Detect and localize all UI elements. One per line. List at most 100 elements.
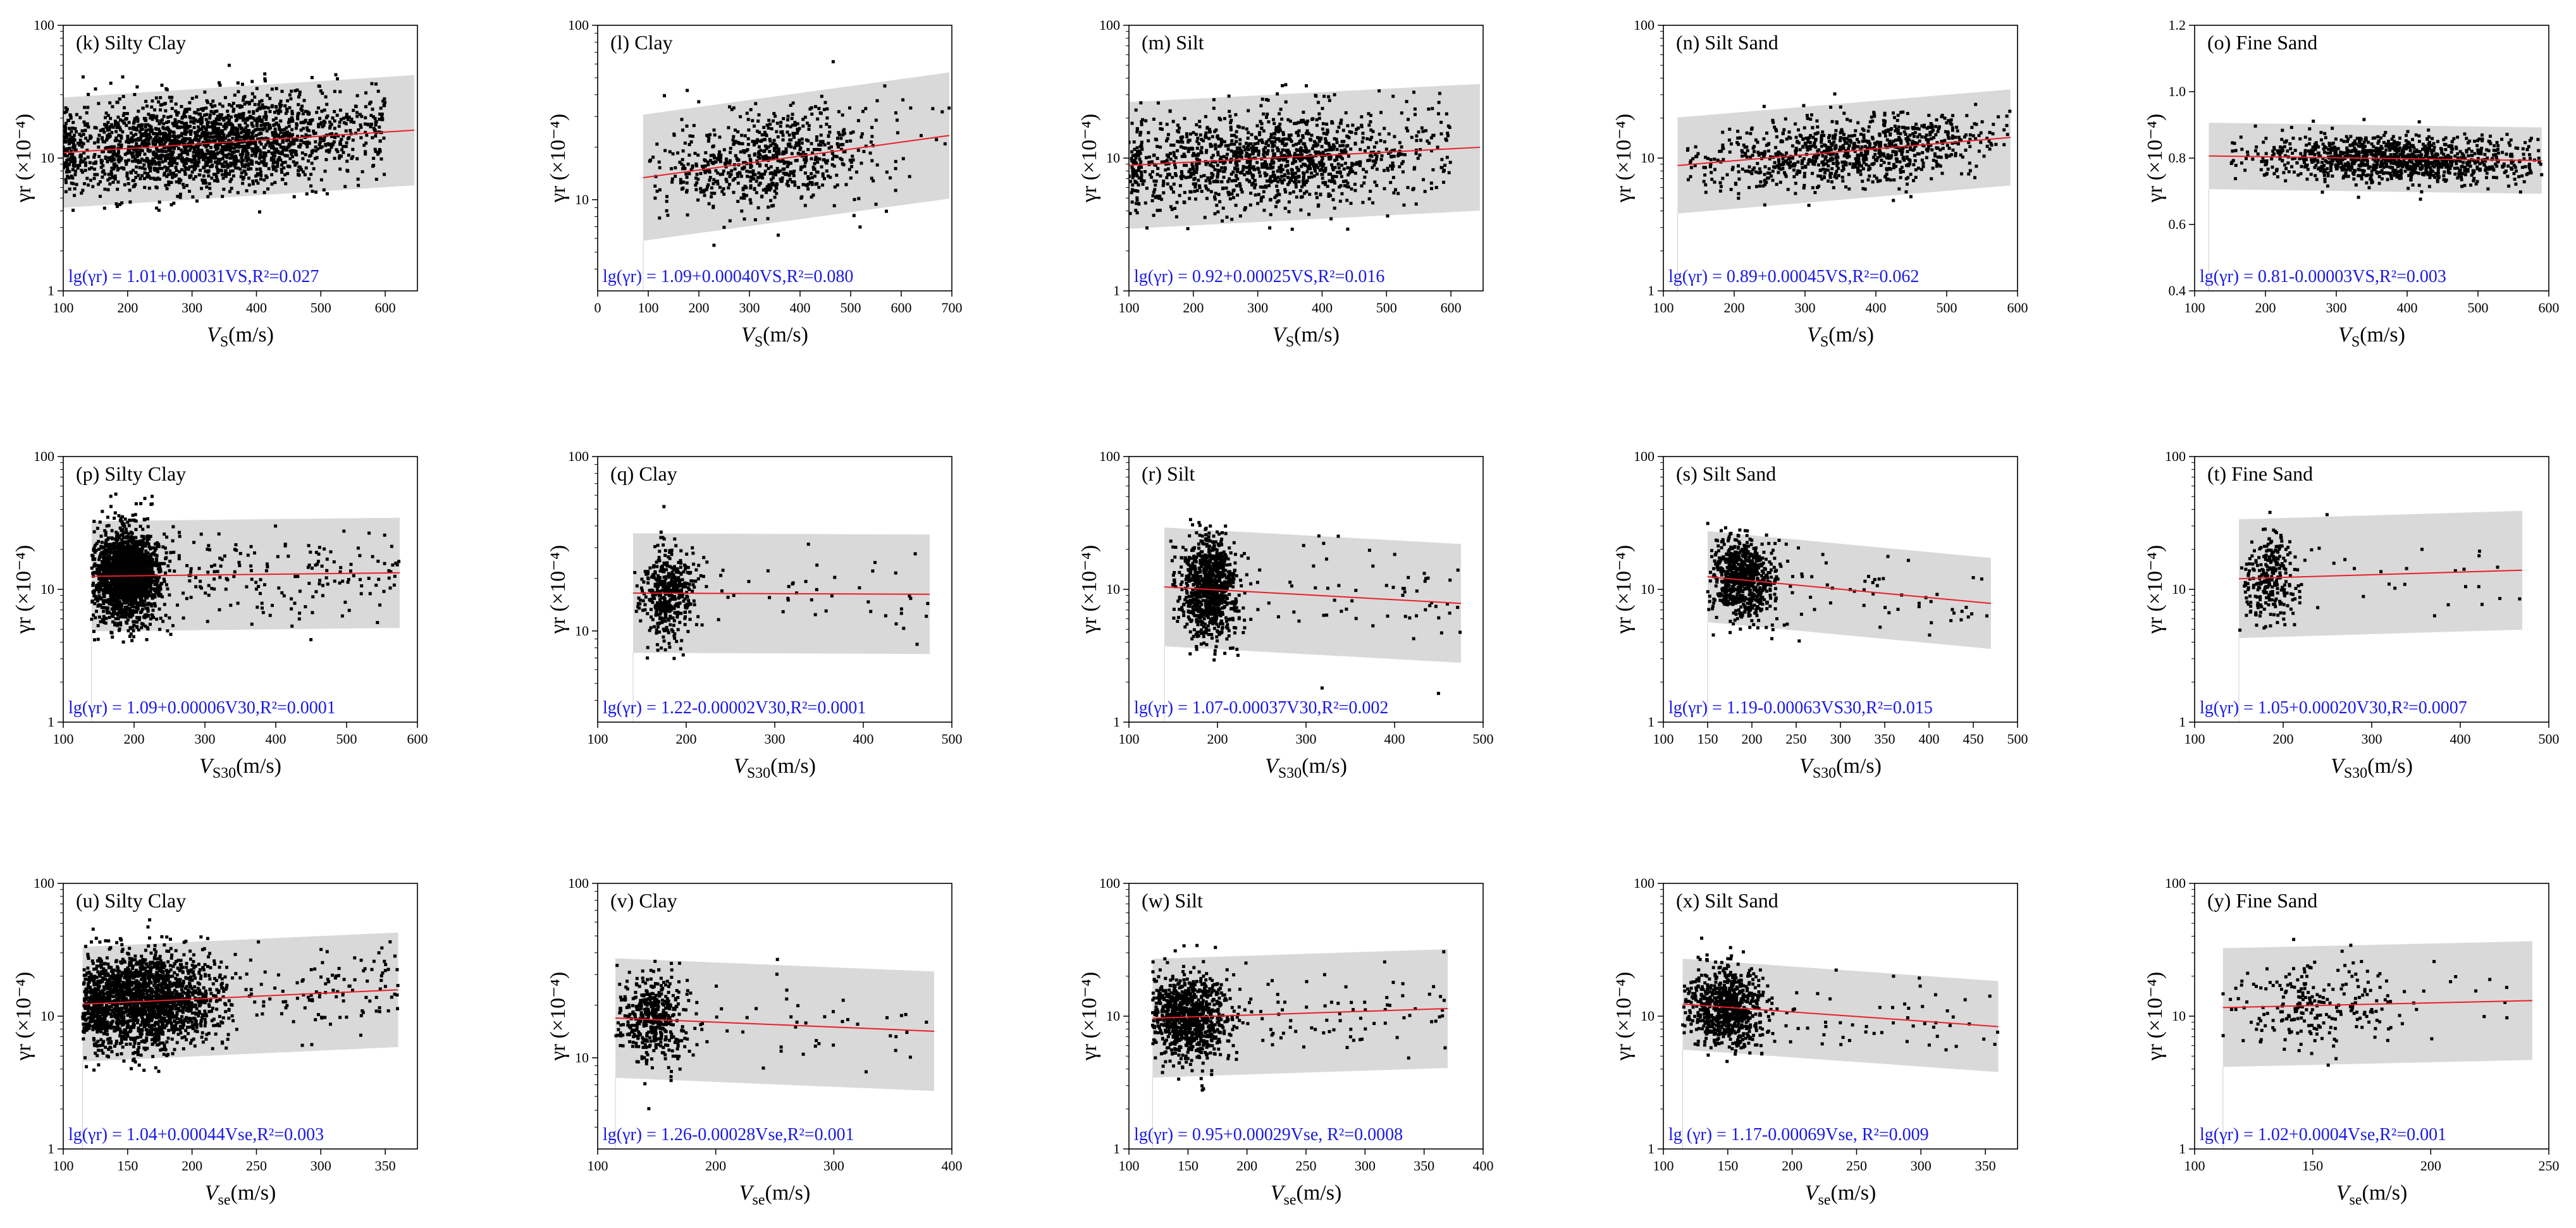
data-point [325, 192, 329, 195]
data-point [1156, 173, 1159, 176]
data-point [1396, 152, 1400, 156]
data-point [185, 121, 188, 125]
data-point [678, 161, 682, 164]
data-point [153, 166, 156, 170]
data-point [206, 142, 210, 146]
data-point [196, 144, 200, 148]
data-point [1906, 112, 1909, 115]
data-point [188, 130, 192, 133]
data-point [1317, 139, 1321, 143]
data-point [749, 163, 753, 166]
data-point [63, 129, 67, 133]
x-axis-label: VS(m/s) [741, 323, 808, 350]
data-point [118, 203, 121, 206]
data-point [753, 187, 756, 190]
data-point [837, 133, 841, 137]
data-point [152, 153, 156, 157]
data-point [233, 126, 237, 130]
data-point [1178, 140, 1181, 144]
data-point [1821, 163, 1825, 167]
data-point [125, 163, 128, 166]
data-point [1232, 154, 1236, 158]
data-point [378, 148, 381, 151]
data-point [1166, 167, 1170, 171]
data-point [703, 188, 706, 192]
data-point [784, 147, 788, 150]
data-point [180, 168, 183, 171]
data-point [787, 163, 790, 166]
data-point [1204, 135, 1207, 139]
data-point [749, 166, 753, 169]
data-point [200, 128, 204, 132]
data-point [1904, 137, 1908, 141]
data-point [1147, 161, 1151, 164]
data-point [64, 121, 68, 125]
data-point [1279, 166, 1283, 170]
data-point [1134, 156, 1138, 159]
data-point [1259, 174, 1262, 178]
data-point [121, 130, 125, 133]
data-point [731, 178, 735, 182]
data-point [80, 141, 83, 145]
data-point [1236, 147, 1240, 150]
data-point [1391, 164, 1395, 168]
data-point [1689, 166, 1693, 169]
data-point [162, 134, 166, 138]
data-point [1387, 132, 1391, 136]
data-point [781, 133, 785, 137]
data-point [789, 104, 792, 107]
data-point [215, 122, 219, 126]
data-point [226, 145, 230, 149]
data-point [73, 193, 77, 197]
data-point [800, 137, 804, 141]
data-point [383, 97, 386, 101]
data-point [1921, 165, 1925, 168]
data-point [1374, 161, 1377, 164]
data-point [1402, 160, 1405, 164]
data-point [1323, 169, 1326, 173]
data-point [257, 128, 261, 131]
data-point [1858, 164, 1861, 168]
data-point [1135, 127, 1139, 131]
data-point [1259, 104, 1263, 107]
data-point [1367, 123, 1371, 127]
data-point [1275, 184, 1279, 188]
data-point [138, 150, 142, 154]
data-point [1269, 175, 1273, 178]
data-point [738, 171, 742, 175]
data-point [167, 153, 171, 157]
data-point [1862, 161, 1866, 164]
data-point [1200, 138, 1204, 141]
x-axis: 100 200 300 400 500 600 [1119, 291, 1462, 316]
data-point [110, 166, 114, 170]
data-point [192, 177, 195, 181]
data-point [1209, 190, 1213, 193]
data-point [71, 157, 75, 161]
data-point [1405, 126, 1408, 130]
data-point [1262, 153, 1266, 157]
data-point [786, 164, 789, 168]
data-point [188, 137, 192, 140]
data-point [1926, 147, 1930, 150]
data-point [782, 167, 786, 171]
data-point [763, 169, 767, 173]
data-point [771, 156, 775, 160]
data-point [1234, 161, 1238, 165]
data-point [1297, 157, 1301, 161]
data-point [1315, 123, 1319, 127]
data-point [66, 149, 70, 153]
data-point [744, 193, 748, 197]
data-point [110, 145, 114, 149]
data-point [1338, 199, 1342, 203]
data-point [1366, 159, 1370, 163]
x-tick-label: 500 [311, 300, 331, 316]
data-point [228, 173, 231, 176]
data-point [209, 165, 213, 169]
data-point [342, 134, 345, 138]
data-point [146, 123, 150, 126]
data-point [1216, 153, 1220, 157]
data-point [1214, 192, 1217, 195]
data-point [149, 116, 152, 120]
data-point [758, 156, 761, 160]
data-point [1360, 123, 1364, 127]
